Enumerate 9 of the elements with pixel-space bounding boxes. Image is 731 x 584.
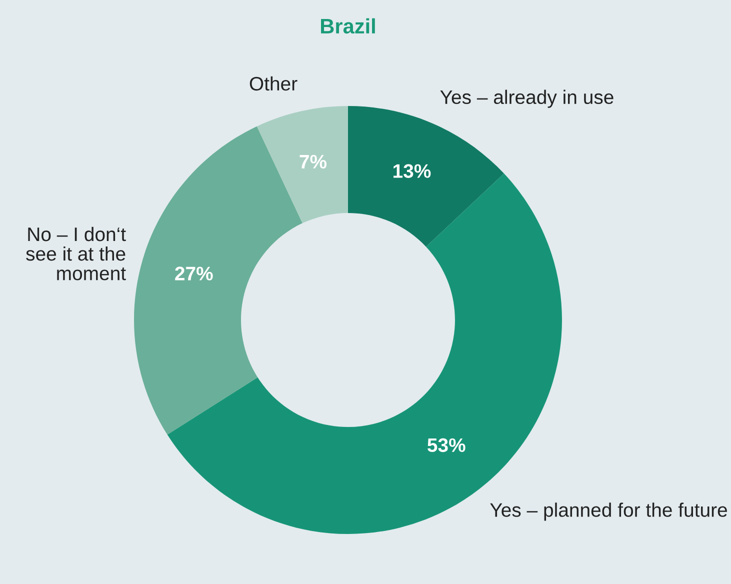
chart-title: Brazil	[321, 18, 375, 34]
slice-label: No – I don‘t see it at the moment	[26, 226, 126, 280]
data-label: 7%	[300, 154, 327, 169]
slice-label: Yes – planned for the future	[490, 502, 727, 521]
data-label: 27%	[175, 266, 213, 280]
slice-label: Yes – already in use	[440, 90, 614, 108]
data-label: 13%	[394, 164, 431, 178]
slice-label: Other	[250, 76, 298, 91]
data-label: 53%	[428, 438, 466, 452]
